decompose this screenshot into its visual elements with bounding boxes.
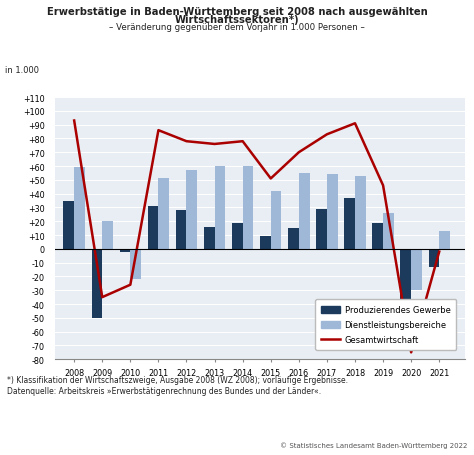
Bar	[411, 249, 422, 291]
Bar	[186, 171, 197, 249]
Text: Datenquelle: Arbeitskreis »Erwerbstätigenrechnung des Bundes und der Länder«.: Datenquelle: Arbeitskreis »Erwerbstätige…	[7, 386, 321, 395]
Bar	[401, 249, 411, 304]
Bar	[148, 207, 158, 249]
Bar	[158, 179, 169, 249]
Bar	[288, 228, 299, 249]
Bar	[119, 249, 130, 252]
Bar	[91, 249, 102, 318]
Bar	[271, 192, 282, 249]
Legend: Produzierendes Gewerbe, Dienstleistungsbereiche, Gesamtwirtschaft: Produzierendes Gewerbe, Dienstleistungsb…	[315, 300, 456, 350]
Bar	[74, 168, 85, 249]
Bar	[299, 173, 310, 249]
Bar	[344, 198, 355, 249]
Text: – Veränderung gegenüber dem Vorjahr in 1.000 Personen –: – Veränderung gegenüber dem Vorjahr in 1…	[109, 23, 365, 32]
Bar	[439, 232, 450, 249]
Bar	[204, 227, 215, 249]
Bar	[102, 222, 113, 249]
Bar	[64, 201, 74, 249]
Bar	[355, 177, 365, 249]
Bar	[260, 237, 271, 249]
Text: Erwerbstätige in Baden-Württemberg seit 2008 nach ausgewählten: Erwerbstätige in Baden-Württemberg seit …	[46, 7, 428, 17]
Text: in 1.000: in 1.000	[5, 66, 39, 75]
Bar	[383, 213, 394, 249]
Text: Wirtschaftssektoren*): Wirtschaftssektoren*)	[175, 15, 299, 25]
Bar	[232, 223, 243, 249]
Bar	[373, 223, 383, 249]
Bar	[428, 249, 439, 267]
Bar	[327, 175, 337, 249]
Bar	[243, 167, 253, 249]
Bar	[316, 209, 327, 249]
Bar	[176, 211, 186, 249]
Text: *) Klassifikation der Wirtschaftszweige, Ausgabe 2008 (WZ 2008); vorläufige Erge: *) Klassifikation der Wirtschaftszweige,…	[7, 375, 348, 384]
Bar	[130, 249, 141, 279]
Bar	[215, 167, 225, 249]
Text: © Statistisches Landesamt Baden-Württemberg 2022: © Statistisches Landesamt Baden-Württemb…	[280, 441, 467, 448]
